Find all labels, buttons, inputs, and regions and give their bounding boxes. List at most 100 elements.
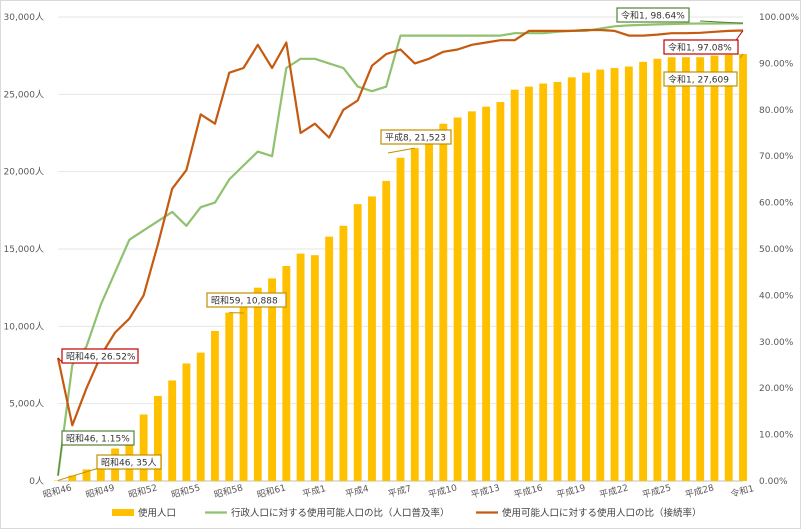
- bar-usage-population: [510, 89, 519, 482]
- callout-leader: [57, 467, 100, 481]
- callout-box: [380, 129, 452, 145]
- x-tick-label: 平成19: [555, 481, 587, 500]
- callout-leader: [739, 53, 744, 59]
- x-tick-label: 平成25: [641, 481, 673, 500]
- callout-label: 令和1, 98.64%: [621, 10, 685, 22]
- y-left-tick-label: 30,000人: [4, 12, 45, 23]
- callout-box: [663, 71, 738, 87]
- y-right-tick-label: 10.00%: [759, 431, 794, 441]
- x-tick-label: 昭和61: [256, 482, 287, 500]
- bar-usage-population: [139, 414, 148, 481]
- line-connection-rate: [56, 28, 744, 427]
- bar-usage-population: [282, 266, 291, 481]
- y-left-tick-label: 20,000人: [4, 167, 45, 178]
- x-tick-label: 令和1: [729, 482, 755, 500]
- bar-usage-population: [310, 255, 319, 481]
- bar-usage-population: [339, 225, 348, 481]
- bar-usage-population: [710, 55, 719, 482]
- callout-leader: [699, 20, 744, 24]
- bar-usage-population: [553, 81, 562, 482]
- bar-usage-population: [596, 69, 605, 481]
- x-tick-label: 平成1: [301, 482, 327, 500]
- bar-usage-population: [610, 68, 619, 481]
- callout-leader: [387, 147, 415, 154]
- bar-usage-population: [196, 352, 205, 481]
- x-tick-label: 昭和52: [127, 482, 158, 500]
- bar-usage-population: [396, 157, 405, 481]
- bar-usage-population: [582, 72, 590, 482]
- bar-usage-population: [225, 312, 234, 481]
- callout-label: 令和1, 27,609: [668, 74, 729, 86]
- y-left-tick-label: 0人: [29, 476, 44, 487]
- bar-usage-population: [724, 54, 733, 481]
- callout-box: [61, 348, 139, 364]
- y-right-tick-label: 90.00%: [759, 59, 794, 69]
- bar-usage-population: [482, 106, 491, 481]
- line-diffusion-rate: [56, 22, 744, 476]
- legend-label: 使用人口: [138, 507, 176, 519]
- y-right-tick-label: 40.00%: [759, 291, 794, 301]
- callout-label: 令和1, 97.08%: [668, 42, 732, 54]
- bar-usage-population: [467, 111, 476, 481]
- callout-box: [616, 7, 690, 23]
- y-left-tick-label: 25,000人: [4, 89, 45, 100]
- bar-usage-population: [696, 57, 705, 482]
- legend-label: 行政人口に対する使用可能人口の比（人口普及率）: [231, 507, 450, 519]
- bar-usage-population: [681, 57, 690, 482]
- x-tick-label: 昭和58: [213, 482, 245, 500]
- y-right-tick-label: 30.00%: [759, 338, 794, 348]
- bar-usage-population: [368, 196, 376, 481]
- bar-usage-population: [439, 123, 448, 481]
- bar-usage-population: [667, 57, 676, 482]
- bar-usage-population: [525, 86, 533, 481]
- callout-leader: [57, 357, 63, 363]
- y-right-tick-label: 50.00%: [759, 245, 794, 255]
- bar-usage-population: [353, 204, 362, 481]
- x-tick-label: 平成7: [387, 482, 413, 500]
- bar-usage-population: [624, 66, 633, 481]
- bar-usage-population: [639, 61, 648, 481]
- y-right-tick-label: 0.00%: [759, 477, 788, 487]
- callout-box: [663, 39, 739, 55]
- bar-usage-population: [539, 83, 548, 482]
- x-tick-label: 平成16: [512, 481, 544, 500]
- y-right-tick-label: 80.00%: [759, 106, 794, 116]
- legend-swatch: [112, 509, 134, 516]
- x-tick-label: 昭和49: [85, 482, 117, 500]
- callout-label: 昭和46, 1.15%: [66, 434, 130, 445]
- bar-usage-population: [296, 253, 305, 481]
- callout-label: 昭和46, 26.52%: [66, 352, 136, 363]
- bar-usage-population: [325, 236, 334, 481]
- bar-usage-population: [54, 480, 62, 481]
- y-left-tick-label: 10,000人: [4, 321, 45, 332]
- bar-usage-population: [739, 53, 747, 481]
- x-tick-label: 昭和46: [42, 482, 74, 500]
- x-tick-label: 平成13: [470, 481, 502, 500]
- bar-usage-population: [68, 475, 77, 481]
- callout-label: 平成8, 21,523: [385, 132, 446, 144]
- bar-usage-population: [382, 180, 391, 482]
- y-left-tick-label: 15,000人: [4, 244, 45, 255]
- callout-label: 昭和46, 35人: [101, 458, 157, 469]
- callout-box: [206, 292, 287, 308]
- callout-box: [61, 430, 135, 446]
- y-right-tick-label: 100.00%: [759, 13, 799, 23]
- x-tick-label: 昭和55: [170, 482, 201, 500]
- y-right-tick-label: 60.00%: [759, 199, 794, 209]
- bar-usage-population: [239, 304, 248, 481]
- y-left-tick-label: 5,000人: [9, 399, 44, 410]
- callout-box: [96, 454, 162, 470]
- y-right-tick-label: 70.00%: [759, 152, 794, 162]
- x-tick-label: 平成28: [684, 481, 716, 500]
- bar-usage-population: [82, 469, 91, 481]
- callout-label: 昭和59, 10,888: [211, 296, 278, 307]
- bar-usage-population: [253, 287, 262, 481]
- bar-usage-population: [153, 395, 162, 481]
- bar-usage-population: [410, 148, 419, 481]
- bar-usage-population: [182, 363, 191, 481]
- y-right-tick-label: 20.00%: [759, 384, 794, 394]
- bar-usage-population: [453, 117, 462, 482]
- callout-leader: [57, 443, 63, 476]
- bar-usage-population: [96, 460, 105, 481]
